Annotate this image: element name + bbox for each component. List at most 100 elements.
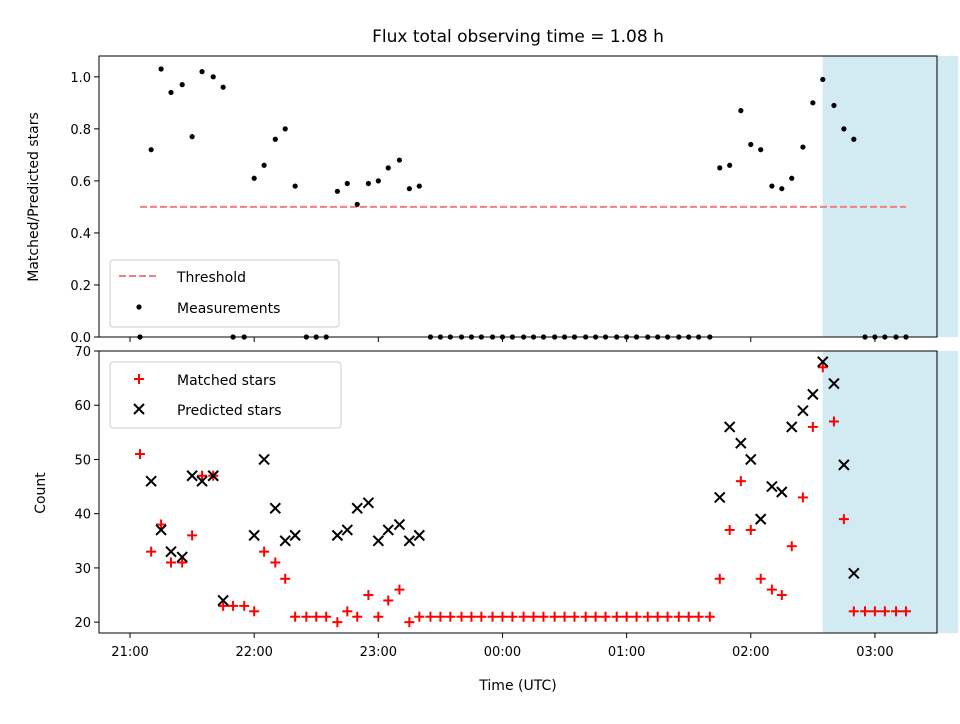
top-ytick-label: 0.8 bbox=[70, 123, 91, 138]
measurement-point bbox=[820, 76, 826, 83]
predicted-star-point bbox=[848, 567, 860, 580]
matched-star-point bbox=[218, 600, 229, 611]
matched-star-point bbox=[497, 611, 508, 622]
matched-star-point bbox=[280, 573, 291, 584]
x-b bbox=[341, 524, 354, 536]
predicted-star-point bbox=[207, 470, 219, 482]
matched-star-point bbox=[414, 611, 425, 622]
measurement-point bbox=[272, 136, 278, 142]
measurement-point bbox=[416, 183, 422, 189]
x-b bbox=[269, 502, 281, 514]
x-b bbox=[289, 529, 301, 542]
top-ytick-label: 0.4 bbox=[70, 227, 91, 242]
top-frame bbox=[98, 55, 938, 338]
matched-star-point bbox=[848, 606, 859, 617]
measurement-point bbox=[375, 178, 381, 184]
predicted-star-point bbox=[755, 513, 767, 525]
x-b bbox=[258, 453, 270, 466]
bottom-legend-box bbox=[109, 361, 342, 429]
matched-star-point bbox=[363, 590, 374, 601]
bottom-xtick-label: 03:00 bbox=[856, 645, 893, 660]
measurement-point bbox=[738, 108, 744, 114]
measurement-point bbox=[810, 100, 816, 106]
top-ytick-label: 0.6 bbox=[70, 175, 91, 190]
matched-star-point bbox=[807, 421, 818, 432]
predicted-star-point bbox=[186, 470, 198, 482]
matched-star-point bbox=[900, 606, 911, 617]
predicted-star-point bbox=[723, 421, 736, 433]
x-b bbox=[372, 535, 385, 547]
matched-star-point bbox=[197, 470, 208, 481]
bottom-ytick-label: 60 bbox=[74, 399, 91, 414]
measurement-point bbox=[199, 69, 205, 75]
matched-star-point bbox=[228, 600, 239, 611]
matched-star-point bbox=[683, 611, 694, 622]
matched-star-point bbox=[745, 524, 756, 535]
x-b bbox=[807, 388, 819, 401]
x-b bbox=[828, 377, 840, 390]
bottom-y-axis-label: Count bbox=[33, 472, 49, 514]
matched-star-point bbox=[735, 476, 746, 487]
top-highlight-span bbox=[822, 56, 959, 337]
x-b bbox=[382, 524, 394, 536]
measurement-point bbox=[831, 102, 837, 109]
top-panel: 0.0 0.2 0.4 0.6 0.8 1.0 Threshold Measurements bbox=[70, 55, 959, 346]
matched-star-point bbox=[704, 611, 715, 622]
legend-measurements-swatch bbox=[136, 304, 142, 310]
matched-star-point bbox=[518, 611, 529, 622]
matched-star-point bbox=[652, 611, 663, 622]
x-axis-label: Time (UTC) bbox=[478, 678, 556, 694]
x-b bbox=[723, 421, 736, 433]
matched-star-point bbox=[755, 573, 766, 584]
predicted-star-point bbox=[403, 535, 416, 547]
matched-star-point bbox=[507, 611, 518, 622]
bottom-xtick-label: 00:00 bbox=[484, 645, 521, 660]
x-b bbox=[351, 502, 363, 514]
bottom-plot-area bbox=[134, 356, 911, 628]
matched-star-point bbox=[569, 611, 580, 622]
matched-star-point bbox=[693, 611, 704, 622]
matched-star-point bbox=[538, 611, 549, 622]
measurement-point bbox=[344, 180, 350, 187]
measurement-point bbox=[334, 188, 340, 194]
matched-star-point bbox=[383, 595, 394, 606]
bottom-frame bbox=[98, 350, 938, 634]
x-b bbox=[755, 513, 767, 525]
matched-star-point bbox=[239, 600, 250, 611]
predicted-star-point bbox=[393, 518, 406, 531]
matched-star-point bbox=[290, 611, 301, 622]
predicted-star-point bbox=[196, 475, 208, 487]
measurement-point bbox=[800, 144, 806, 150]
legend-predicted-swatch bbox=[133, 403, 145, 415]
matched-star-point bbox=[797, 492, 808, 503]
predicted-star-point bbox=[351, 502, 363, 514]
x-b bbox=[207, 470, 219, 482]
predicted-star-point bbox=[766, 480, 778, 493]
matched-star-point bbox=[435, 611, 446, 622]
matched-star-point bbox=[879, 606, 890, 617]
matched-star-point bbox=[476, 611, 487, 622]
matched-star-point bbox=[487, 611, 498, 622]
matched-star-point bbox=[404, 617, 415, 628]
x-b bbox=[817, 356, 829, 368]
bottom-highlight-span bbox=[822, 351, 959, 633]
top-legend: Threshold Measurements bbox=[109, 259, 340, 328]
x-b bbox=[735, 437, 747, 449]
predicted-star-point bbox=[176, 551, 188, 563]
x-b bbox=[838, 459, 850, 471]
x-b bbox=[393, 518, 406, 531]
top-ytick-label: 1.0 bbox=[70, 71, 91, 86]
top-ytick-label: 0.0 bbox=[70, 331, 91, 346]
matched-star-point bbox=[776, 590, 787, 601]
predicted-star-point bbox=[145, 475, 157, 487]
x-b bbox=[155, 524, 167, 536]
measurement-point bbox=[758, 147, 764, 153]
bottom-xtick-label: 01:00 bbox=[608, 645, 645, 660]
legend-matched-label: Matched stars bbox=[177, 373, 276, 389]
measurement-point bbox=[851, 136, 857, 142]
predicted-star-point bbox=[155, 524, 167, 536]
measurement-point bbox=[148, 147, 154, 153]
matched-star-point bbox=[631, 611, 642, 622]
measurement-point bbox=[261, 162, 267, 168]
